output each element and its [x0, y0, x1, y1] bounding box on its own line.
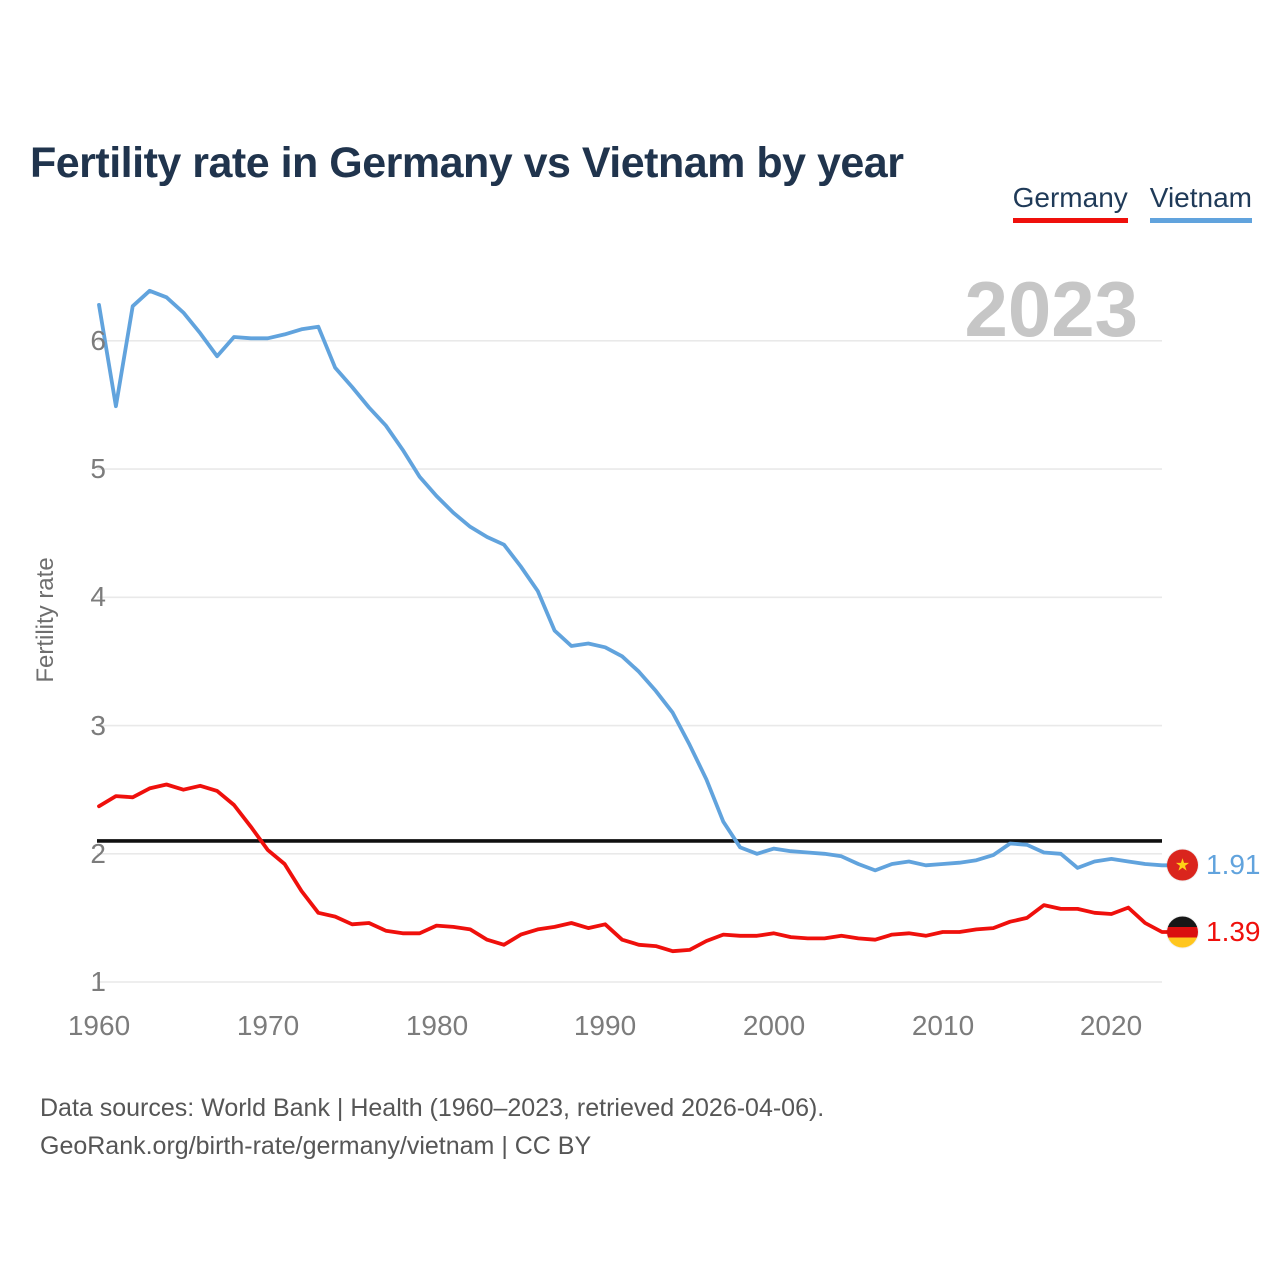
x-tick-1990: 1990 — [573, 1010, 637, 1041]
vietnam-flag-icon: ★ — [1167, 849, 1198, 881]
y-tick-3: 3 — [90, 710, 106, 741]
footer: Data sources: World Bank | Health (1960–… — [40, 1089, 824, 1165]
x-tick-2020: 2020 — [1079, 1010, 1143, 1041]
vietnam-line — [97, 288, 1169, 873]
y-tick-1: 1 — [90, 966, 106, 997]
x-tick-1980: 1980 — [405, 1010, 469, 1041]
year-watermark: 2023 — [964, 265, 1138, 353]
footer-attribution: GeoRank.org/birth-rate/germany/vietnam |… — [40, 1132, 592, 1160]
footer-data-sources: Data sources: World Bank | Health (1960–… — [40, 1094, 825, 1122]
x-tick-2010: 2010 — [911, 1010, 975, 1041]
page-title: Fertility rate in Germany vs Vietnam by … — [30, 138, 904, 187]
x-tick-1970: 1970 — [236, 1010, 300, 1041]
germany-end-value: 1.39 — [1206, 915, 1261, 947]
y-axis-title: Fertility rate — [32, 557, 59, 683]
y-tick-6: 6 — [90, 325, 106, 356]
y-tick-2: 2 — [90, 838, 106, 869]
germany-flag-icon — [1167, 916, 1198, 948]
vietnam-end-value: 1.91 — [1206, 849, 1261, 881]
y-tick-5: 5 — [90, 453, 106, 484]
legend-item-germany[interactable]: Germany — [1012, 182, 1128, 223]
vietnam-star-icon: ★ — [1174, 855, 1191, 875]
x-tick-1960: 1960 — [67, 1010, 131, 1041]
legend-item-vietnam[interactable]: Vietnam — [1149, 182, 1252, 223]
germany-line — [97, 782, 1169, 954]
legend: Germany Vietnam — [1012, 182, 1252, 223]
x-tick-2000: 2000 — [742, 1010, 806, 1041]
y-tick-4: 4 — [90, 581, 106, 612]
